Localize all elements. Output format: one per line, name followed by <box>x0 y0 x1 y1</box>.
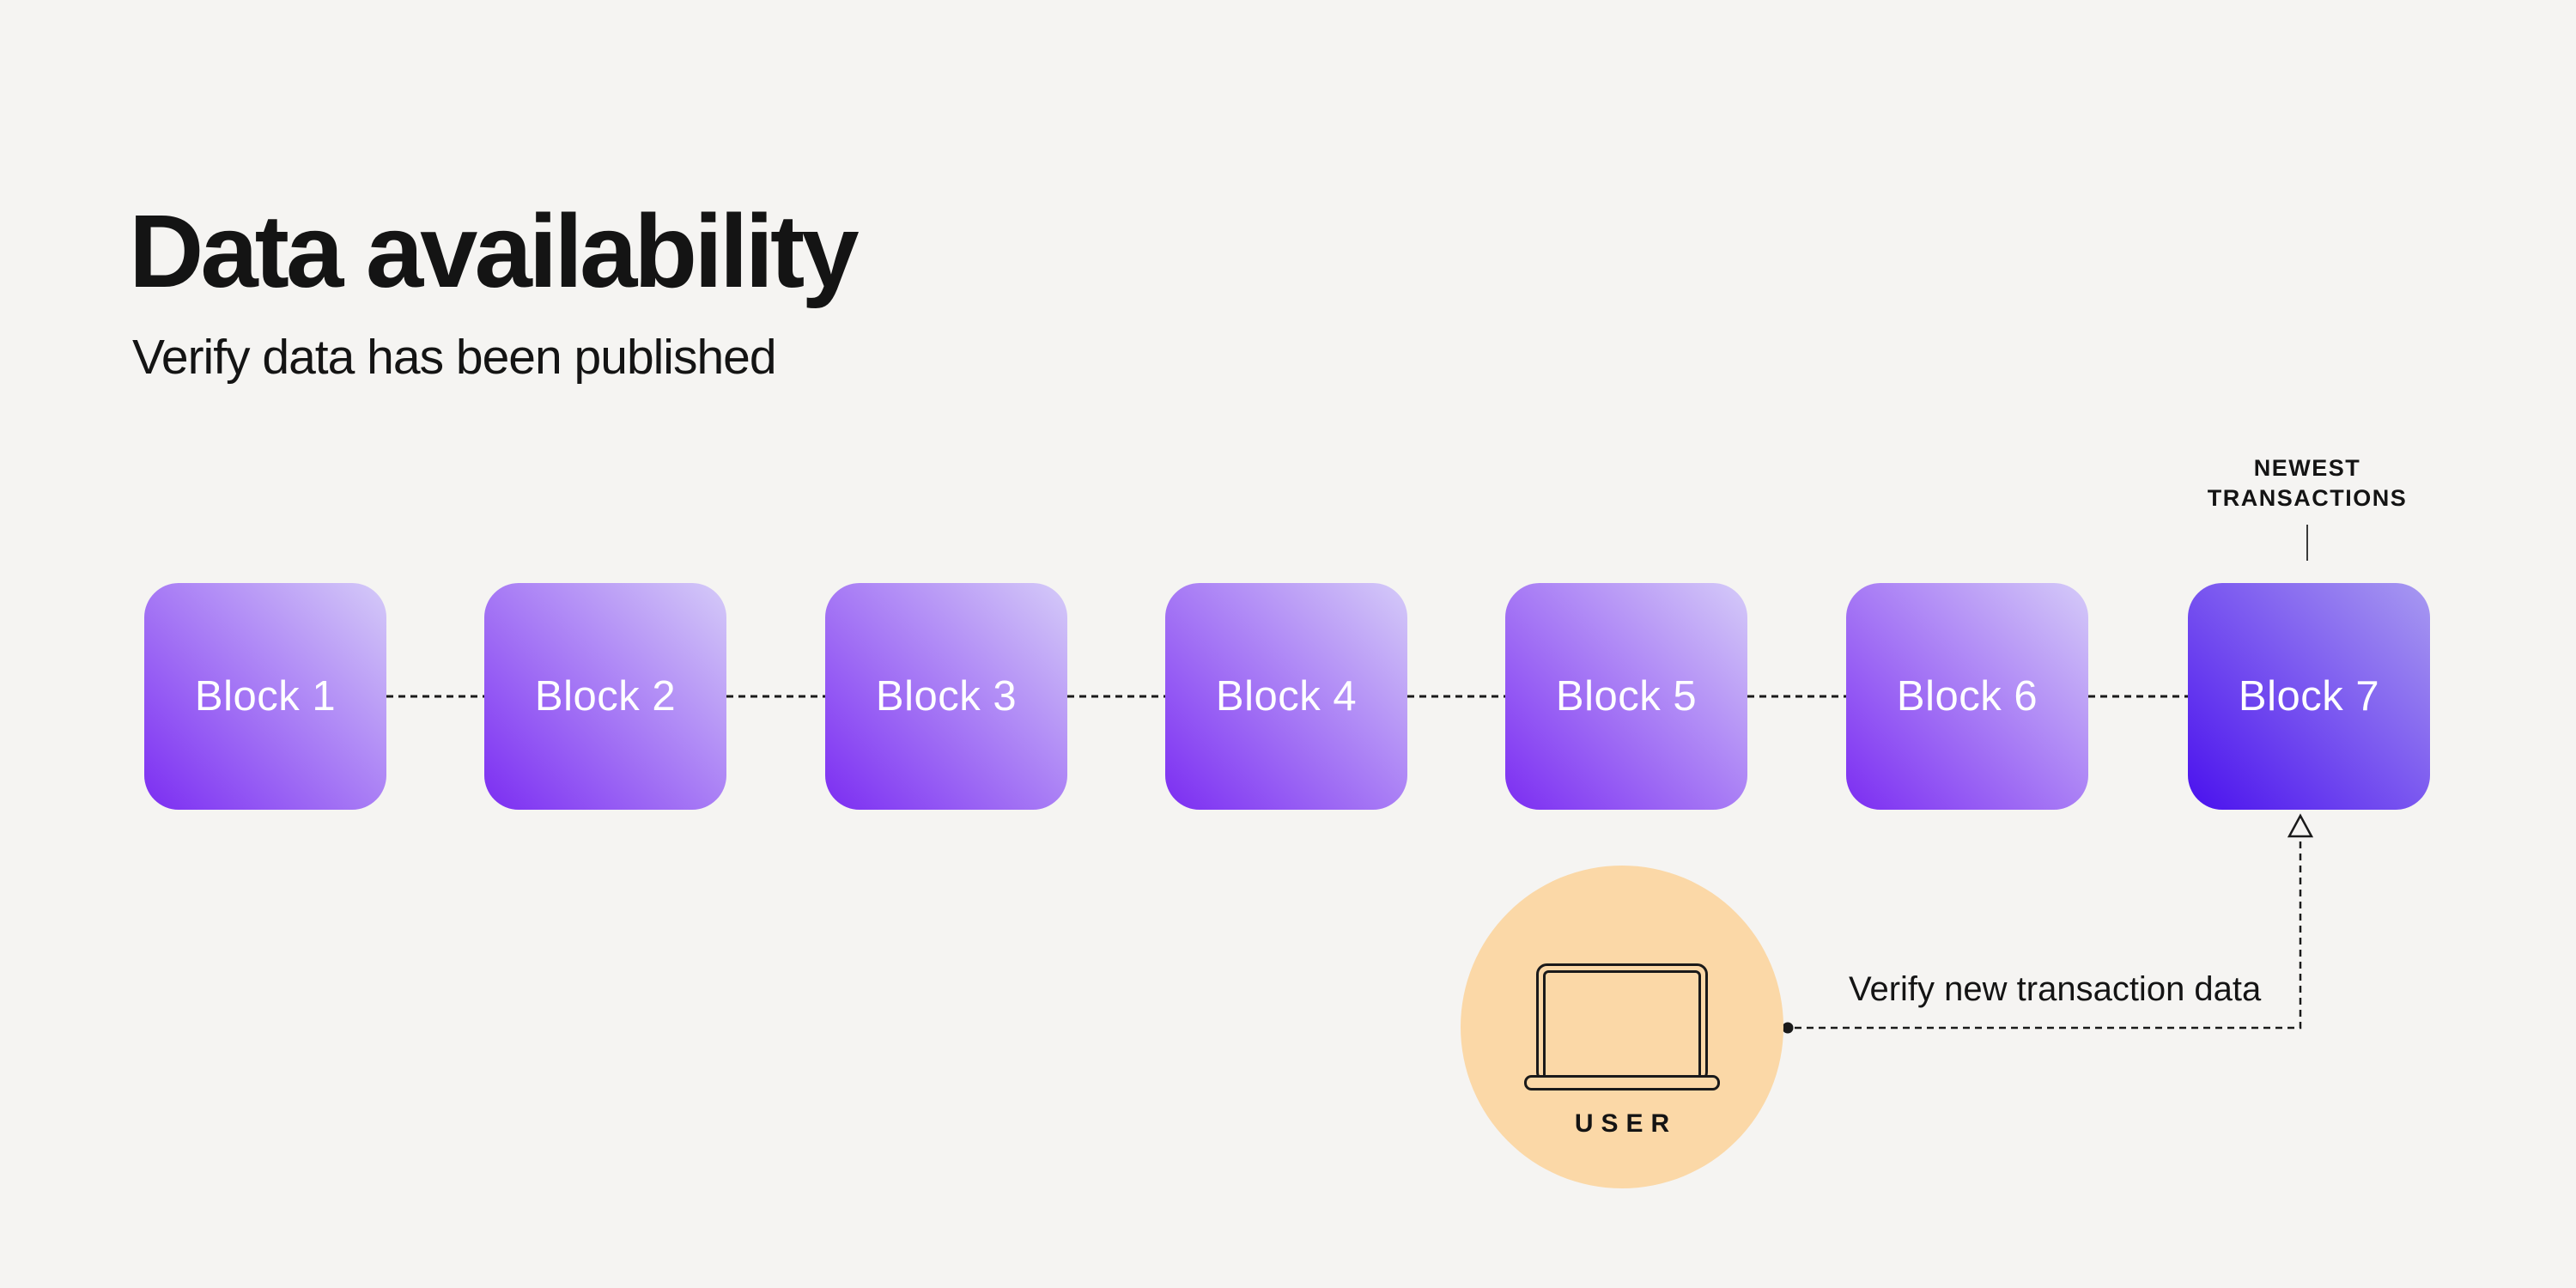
newest-transactions-label: NEWEST TRANSACTIONS <box>2207 455 2408 511</box>
block-1: Block 1 <box>144 583 386 810</box>
block-7-newest: Block 7 <box>2188 583 2430 810</box>
block-6: Block 6 <box>1846 583 2088 810</box>
block-3: Block 3 <box>825 583 1067 810</box>
arrowhead-up-icon <box>2287 813 2314 838</box>
page-title: Data availability <box>129 192 860 310</box>
verify-path-start-dot <box>1782 1022 1794 1034</box>
block-2-label: Block 2 <box>534 673 677 720</box>
block-2: Block 2 <box>484 583 726 810</box>
block-4: Block 4 <box>1165 583 1407 810</box>
block-5: Block 5 <box>1505 583 1747 810</box>
verify-transaction-label: Verify new transaction data <box>1849 970 2262 1008</box>
block-1-label: Block 1 <box>194 673 337 720</box>
user-label: USER <box>1574 1109 1678 1138</box>
block-6-label: Block 6 <box>1896 673 2038 720</box>
block-7-label: Block 7 <box>2238 673 2380 720</box>
user-badge: USER <box>1461 866 1783 1188</box>
page-subtitle: Verify data has been published <box>132 330 777 385</box>
laptop-icon <box>1524 963 1720 1091</box>
block-4-label: Block 4 <box>1215 673 1358 720</box>
block-3-label: Block 3 <box>875 673 1018 720</box>
block-5-label: Block 5 <box>1555 673 1698 720</box>
